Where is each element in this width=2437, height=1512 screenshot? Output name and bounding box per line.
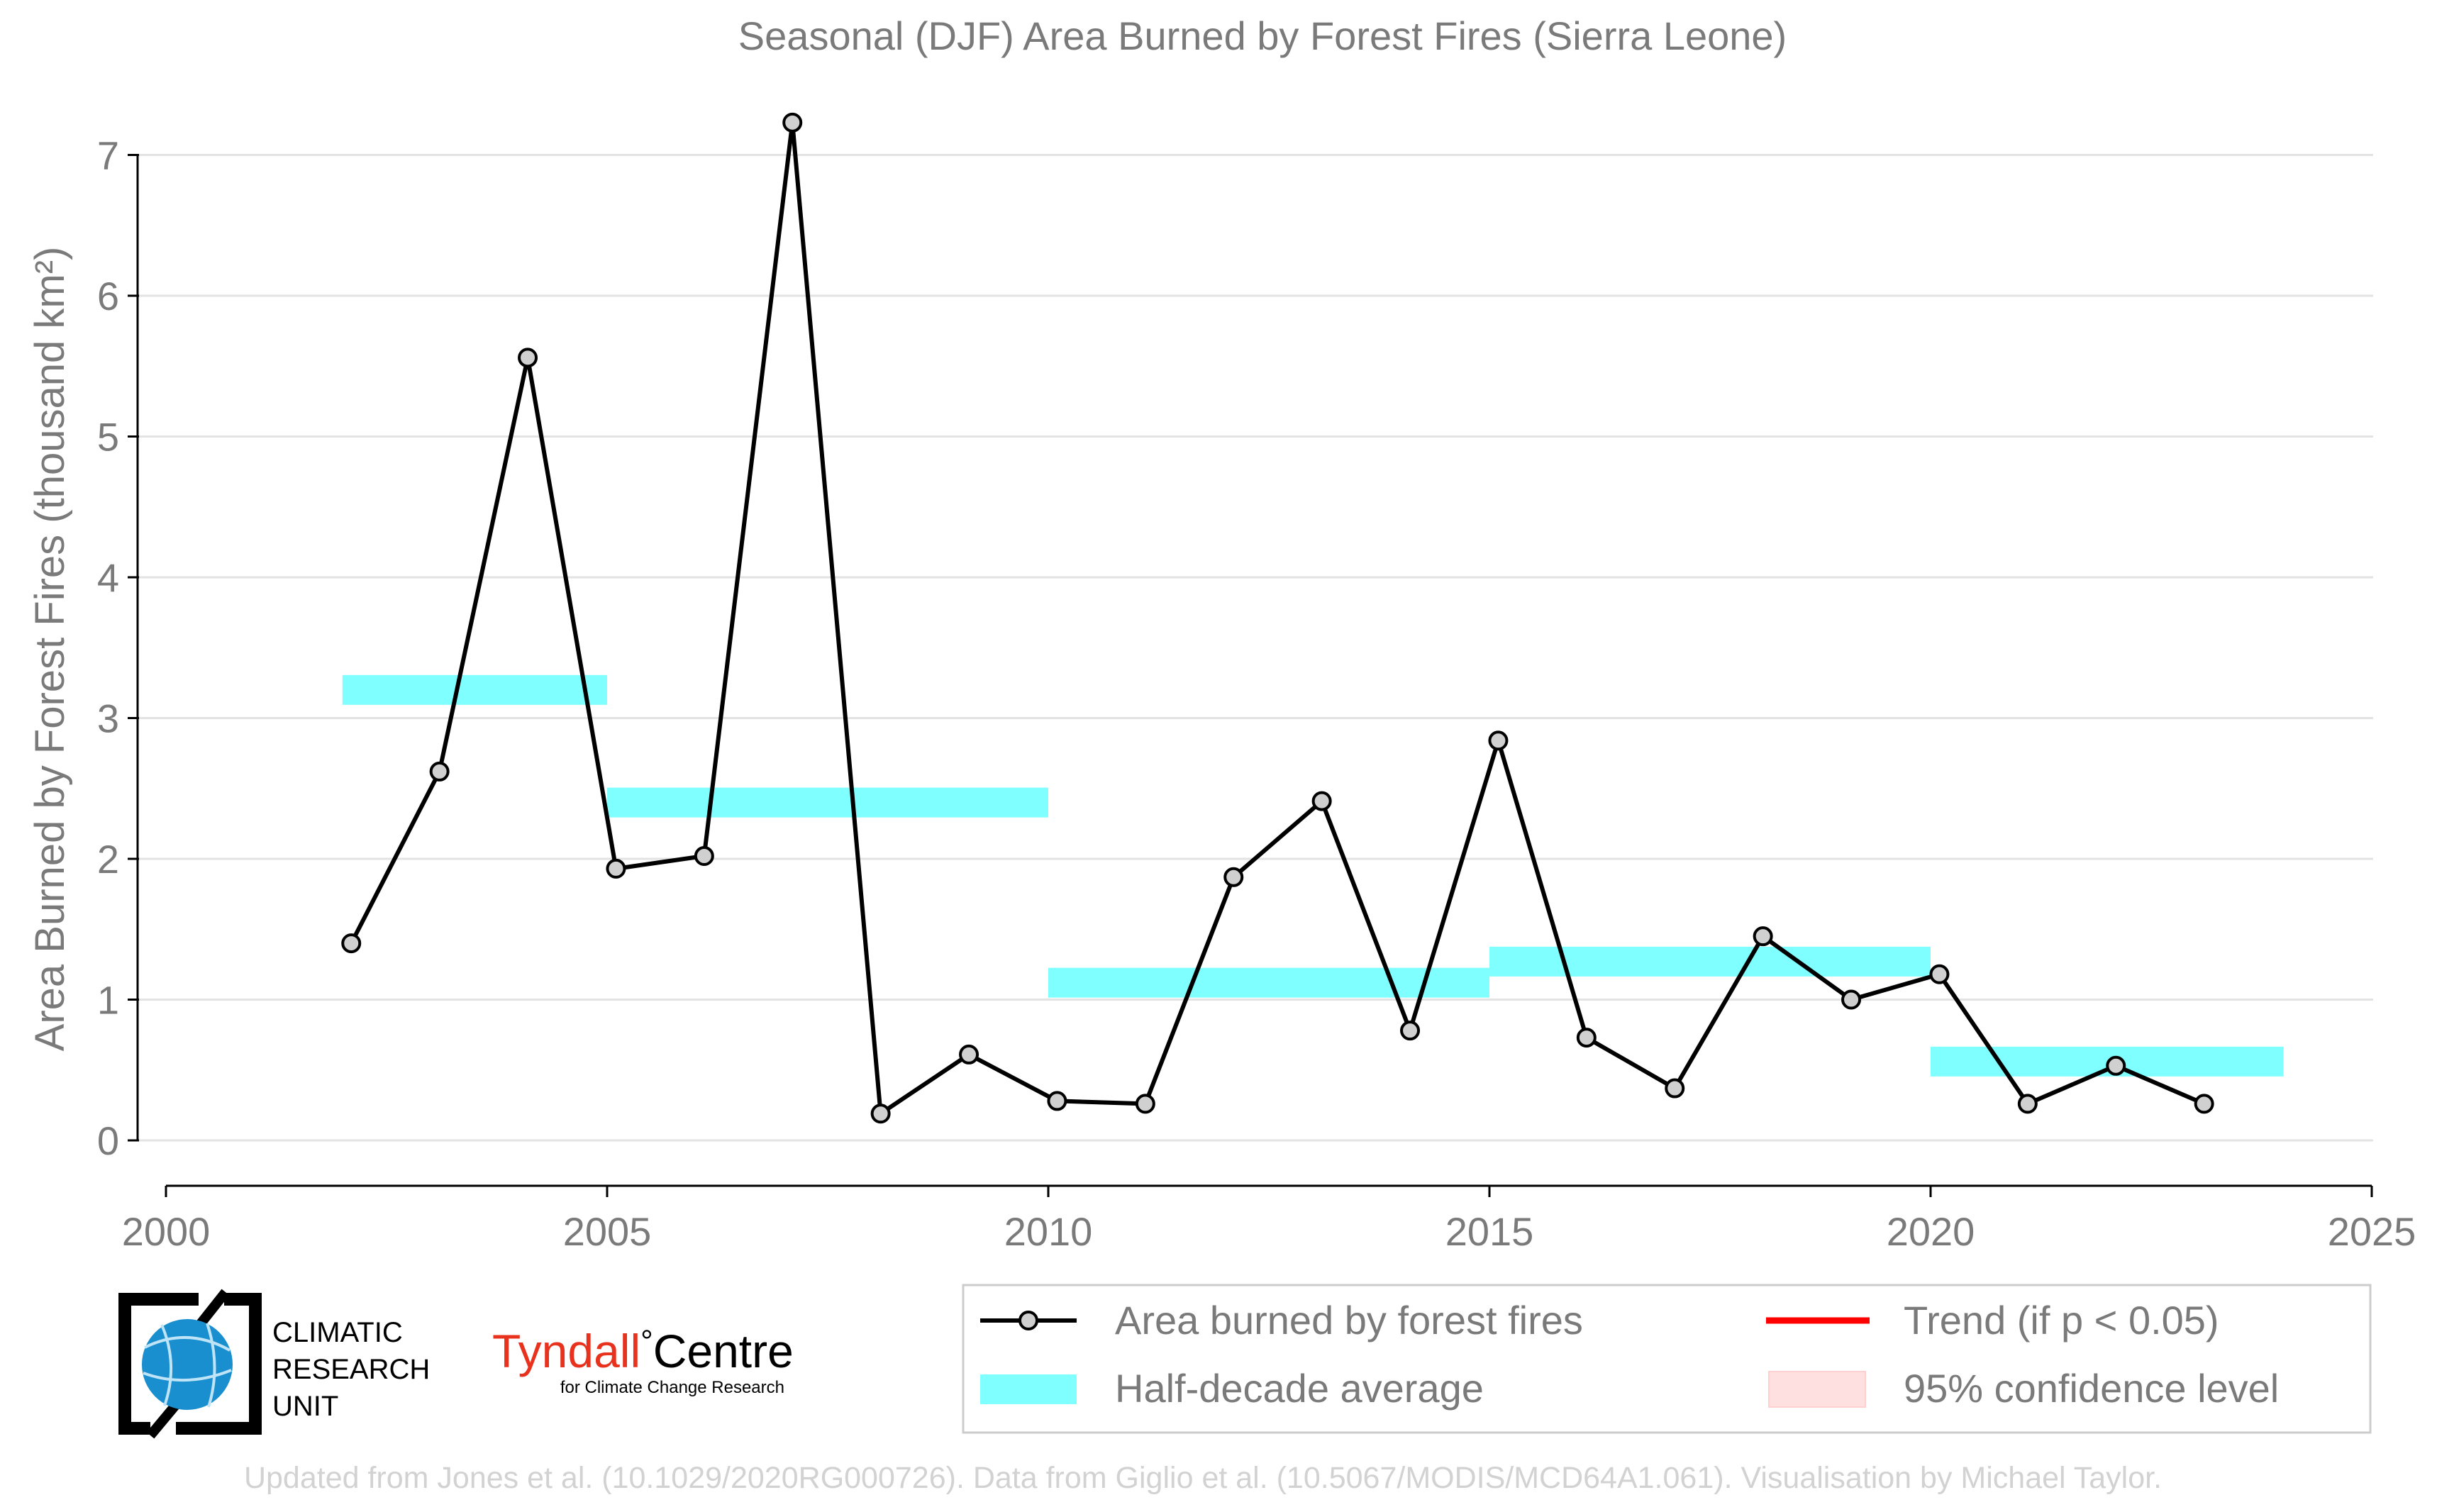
- x-tick-label-2015: 2015: [1445, 1209, 1534, 1254]
- data-point-2017: [1665, 1078, 1685, 1099]
- axes: 0 1 2 3 4 5 6 7 2000 2005 2010 2015 2020 2025: [97, 133, 2416, 1255]
- data-point-2015: [1488, 730, 1509, 751]
- legend-marker-area-burned: [1018, 1311, 1038, 1330]
- x-tick-label-2010: 2010: [1004, 1209, 1093, 1254]
- legend-label-half-decade: Half-decade average: [1115, 1366, 1484, 1411]
- cru-logo-frame: [118, 1293, 262, 1435]
- data-point-2005: [606, 858, 626, 879]
- cru-name-line-1: CLIMATIC: [272, 1317, 403, 1348]
- y-tick-label-0: 0: [97, 1118, 119, 1163]
- data-point-2014: [1400, 1021, 1421, 1041]
- data-point-2011: [1135, 1094, 1155, 1114]
- cru-globe-icon: [142, 1319, 233, 1410]
- data-point-2018: [1753, 926, 1773, 947]
- tyndall-logo-name: Tyndall: [492, 1325, 640, 1377]
- data-point-2012: [1223, 867, 1244, 887]
- y-tick-label-2: 2: [97, 837, 119, 882]
- data-point-2022: [2106, 1055, 2126, 1076]
- tyndall-logo-centre: Centre: [653, 1325, 794, 1377]
- x-tick-label-2005: 2005: [563, 1209, 652, 1254]
- data-point-2010: [1047, 1091, 1067, 1111]
- data-point-2019: [1841, 989, 1862, 1010]
- y-tick-label-4: 4: [97, 555, 119, 600]
- half-decade-average-bar-3: [1048, 967, 1489, 998]
- legend: Area burned by forest fires Trend (if p …: [962, 1284, 2372, 1434]
- tyndall-logo: Tyndall°Centre for Climate Change Resear…: [492, 1324, 794, 1397]
- y-tick-label-6: 6: [97, 274, 119, 318]
- data-point-2021: [2017, 1094, 2038, 1114]
- half-decade-average-bar-2: [607, 787, 1048, 818]
- legend-label-area-burned: Area burned by forest fires: [1115, 1298, 1583, 1343]
- tyndall-logo-degree: °: [640, 1324, 653, 1359]
- series-area-burned: [341, 112, 2214, 1124]
- data-point-2023: [2194, 1094, 2214, 1114]
- footer-credit: Updated from Jones et al. (10.1029/2020R…: [244, 1461, 2162, 1495]
- tyndall-logo-subtitle: for Climate Change Research: [560, 1378, 784, 1397]
- data-point-2007: [782, 112, 803, 133]
- y-tick-label-7: 7: [97, 133, 119, 178]
- data-point-2016: [1576, 1028, 1597, 1048]
- x-tick-label-2020: 2020: [1887, 1209, 1975, 1254]
- data-point-2020: [1929, 964, 1950, 984]
- y-axis-label-text: Area Burned by Forest Fires (thousand km…: [27, 247, 73, 1052]
- half-decade-average-bar-4: [1489, 946, 1931, 977]
- data-point-2009: [959, 1044, 979, 1064]
- legend-swatch-half-decade: [980, 1374, 1077, 1404]
- chart-title: Seasonal (DJF) Area Burned by Forest Fir…: [738, 13, 1787, 58]
- half-decade-averages: [342, 674, 2284, 1077]
- data-point-2006: [694, 846, 714, 867]
- data-point-2004: [518, 348, 538, 368]
- cru-name-line-2: RESEARCH: [272, 1354, 430, 1385]
- y-tick-label-3: 3: [97, 696, 119, 741]
- data-point-2008: [870, 1104, 891, 1124]
- y-axis-label: Area Burned by Forest Fires (thousand km…: [27, 247, 73, 1052]
- data-point-2003: [429, 761, 450, 782]
- data-point-2002: [341, 933, 362, 954]
- cru-globe-lines: [143, 1323, 232, 1408]
- legend-label-trend: Trend (if p < 0.05): [1904, 1298, 2219, 1343]
- x-tick-label-2025: 2025: [2328, 1209, 2416, 1254]
- legend-label-confidence: 95% confidence level: [1904, 1366, 2279, 1411]
- cru-logo-slash-top: [194, 1289, 230, 1330]
- x-tick-label-2000: 2000: [122, 1209, 211, 1254]
- cru-name-line-3: UNIT: [272, 1391, 338, 1422]
- legend-swatch-confidence: [1768, 1371, 1866, 1408]
- y-tick-label-5: 5: [97, 415, 119, 460]
- series-line: [349, 120, 2205, 1116]
- legend-box: [962, 1284, 2372, 1434]
- y-tick-label-1: 1: [97, 978, 119, 1023]
- cru-logo: CLIMATIC RESEARCH UNIT: [118, 1289, 430, 1439]
- tyndall-logo-title: Tyndall°Centre: [492, 1324, 794, 1377]
- data-point-2013: [1311, 791, 1332, 811]
- half-decade-average-bar-1: [342, 674, 607, 705]
